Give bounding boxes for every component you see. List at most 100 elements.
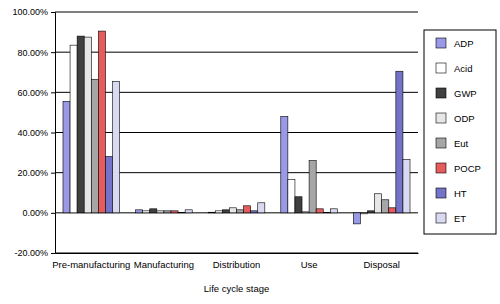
legend-label: Eut: [454, 138, 469, 149]
bar: [353, 213, 360, 224]
bar: [251, 211, 258, 213]
bar: [63, 101, 70, 212]
bar: [360, 213, 367, 214]
legend-label: ADP: [454, 38, 474, 49]
legend-swatch: [436, 213, 446, 223]
grid-line: [55, 52, 418, 53]
y-tick-label: 60.00%: [17, 88, 48, 98]
bar: [215, 211, 222, 213]
y-tick-label: -20.00%: [14, 248, 48, 258]
bar: [70, 45, 77, 213]
x-tick: Use: [301, 253, 318, 270]
y-tick: 80.00%: [17, 48, 55, 58]
x-tick-label: Manufacturing: [134, 259, 194, 270]
legend-label: POCP: [454, 163, 481, 174]
bar: [143, 211, 150, 213]
y-tick-label: 40.00%: [17, 128, 48, 138]
x-tick: Pre-manufacturing: [52, 253, 130, 270]
y-tick-label: 100.00%: [12, 7, 48, 17]
bar: [244, 206, 251, 213]
bar: [316, 209, 323, 213]
y-tick-mark: [51, 253, 55, 254]
bar: [382, 200, 389, 213]
legend-swatch: [436, 113, 446, 123]
y-tick: 0.00%: [22, 208, 55, 218]
bar: [389, 208, 396, 213]
bar: [185, 210, 192, 213]
y-tick-mark: [51, 92, 55, 93]
bar: [136, 210, 143, 213]
bar: [396, 71, 403, 213]
bar: [208, 212, 215, 214]
bar: [77, 36, 84, 213]
x-axis-line: [56, 253, 419, 254]
y-tick-label: 80.00%: [17, 48, 48, 58]
legend-swatch: [436, 63, 446, 73]
x-tick-label: Use: [301, 259, 318, 270]
bar: [288, 180, 295, 213]
x-tick: Manufacturing: [134, 253, 194, 270]
y-tick-mark: [51, 213, 55, 214]
legend-label: Acid: [454, 63, 472, 74]
y-axis: -20.00% 0.00% 20.00% 40.00% 60.00% 80.00% 100.…: [12, 7, 55, 258]
legend-label: ODP: [454, 113, 475, 124]
y-axis-line: [51, 13, 56, 254]
x-axis: Pre-manufacturing Manufacturing Distributi…: [52, 253, 418, 270]
legend-label: ET: [454, 213, 466, 224]
bar: [157, 211, 164, 213]
y-tick: -20.00%: [14, 248, 55, 258]
bar: [403, 160, 410, 213]
x-tick-label: Distribution: [213, 259, 261, 270]
grid-line: [55, 12, 418, 13]
legend-swatch: [436, 188, 446, 198]
x-tick: Disposal: [363, 253, 399, 270]
chart: -20.00% 0.00% 20.00% 40.00% 60.00% 80.00% 100.…: [0, 0, 500, 304]
y-tick-mark: [51, 12, 55, 13]
bar: [237, 210, 244, 213]
bar: [281, 116, 288, 212]
legend-label: HT: [454, 188, 467, 199]
x-tick-label: Pre-manufacturing: [52, 259, 130, 270]
y-tick-mark: [51, 52, 55, 53]
x-tick-label: Disposal: [363, 259, 399, 270]
bar: [113, 81, 120, 213]
plot: -20.00% 0.00% 20.00% 40.00% 60.00% 80.00% 100.…: [12, 7, 418, 269]
bar: [302, 212, 309, 213]
legend-swatch: [436, 38, 446, 48]
x-tick: Distribution: [213, 253, 261, 270]
bar: [295, 197, 302, 213]
bar: [222, 210, 229, 213]
bar: [84, 37, 91, 213]
legend-swatch: [436, 163, 446, 173]
legend: ADPAcidGWPODPEutPOCPHTET: [424, 30, 496, 234]
bars: [63, 31, 410, 224]
y-tick: 20.00%: [17, 168, 55, 178]
x-axis-title: Life cycle stage: [204, 283, 269, 294]
grid-line: [55, 132, 418, 133]
bar: [375, 194, 382, 213]
legend-swatch: [436, 88, 446, 98]
bar: [171, 211, 178, 213]
y-tick-mark: [51, 133, 55, 134]
bar: [309, 161, 316, 213]
bar: [178, 212, 185, 213]
bar: [91, 79, 98, 213]
bar: [229, 208, 236, 213]
bar: [258, 203, 265, 213]
bar: [150, 209, 157, 213]
bar: [323, 212, 330, 213]
y-tick: 60.00%: [17, 88, 55, 98]
grid-line: [55, 253, 418, 254]
y-tick: 100.00%: [12, 7, 55, 17]
bar: [98, 31, 105, 213]
bar: [330, 209, 337, 213]
legend-frame: [424, 30, 496, 234]
bar: [368, 211, 375, 213]
y-tick-label: 0.00%: [22, 208, 48, 218]
grid: [55, 12, 418, 253]
legend-swatch: [436, 138, 446, 148]
bar: [105, 157, 112, 213]
y-tick-mark: [51, 173, 55, 174]
grid-line: [55, 92, 418, 93]
y-tick: 40.00%: [17, 128, 55, 138]
